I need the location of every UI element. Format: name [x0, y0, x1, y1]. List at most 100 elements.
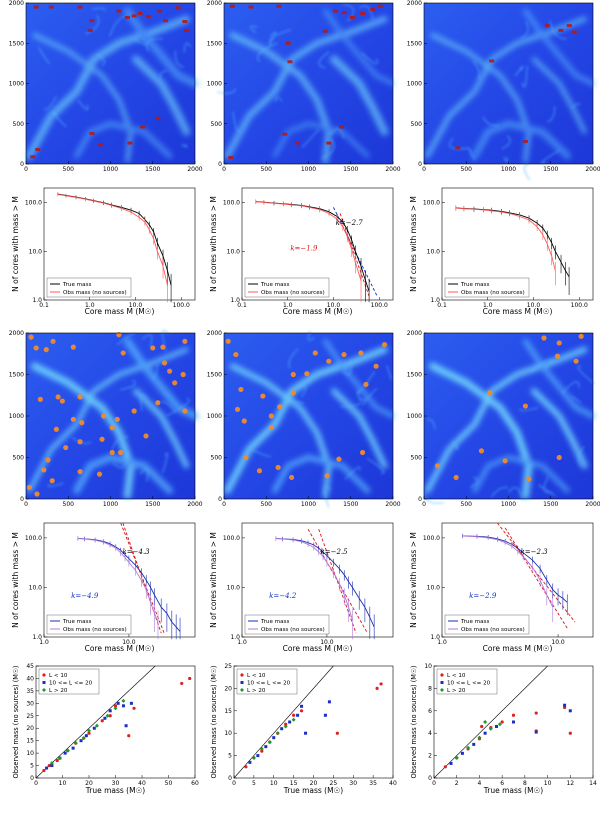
- map-wisp: [424, 491, 445, 504]
- core-marker: [79, 420, 85, 426]
- map-ytick-label: 1500: [9, 372, 24, 379]
- legend-box: [46, 277, 132, 298]
- core-marker: [45, 457, 51, 463]
- ccdf-xtick-label: 1.0: [483, 302, 493, 309]
- ccdf-ylabel: N of cores with mass > M: [409, 196, 418, 292]
- scatter-legend: L < 10 10 <= L <= 20L > 20: [436, 668, 498, 695]
- map-xtick-label: 1000: [103, 166, 118, 173]
- map-xtick-label: 0: [222, 501, 226, 508]
- core-marker: [77, 394, 83, 400]
- map-wisp: [52, 111, 67, 128]
- map-filament: [229, 363, 332, 499]
- map-ytick-label: 500: [411, 455, 423, 462]
- map-wisp: [91, 7, 106, 11]
- point-l-lt-10: [500, 720, 504, 724]
- map-xtick-label: 1500: [343, 166, 358, 173]
- core-marker: [118, 449, 124, 456]
- scatter-xlabel: True mass (M☉): [283, 786, 344, 795]
- map-wisp: [452, 441, 459, 450]
- map-wisp: [521, 65, 528, 88]
- panel-row3-col3: 0 500 1000 1500 2000 0 500 1000 1500 2000: [407, 330, 600, 508]
- scatter-ytick-label: 20: [224, 685, 232, 692]
- ccdf-ylabel: N of cores with mass > M: [11, 196, 20, 292]
- map-xtick-label: 1500: [543, 166, 558, 173]
- core-marker: [225, 338, 231, 344]
- core-marker: [143, 433, 149, 439]
- core-marker: [304, 371, 310, 377]
- point-l-10-20: [84, 734, 88, 738]
- map-ytick-label: 1000: [407, 81, 422, 88]
- core-marker: [290, 390, 296, 396]
- point-l-gt-20: [49, 761, 54, 766]
- map-ytick-label: 1500: [207, 40, 222, 47]
- point-l-lt-10: [534, 711, 538, 715]
- map-wisp: [139, 468, 149, 482]
- true-mass-line: [462, 535, 568, 603]
- ccdf-xtick-label: 10.0: [527, 302, 541, 309]
- map-xtick-label: 1500: [145, 166, 160, 173]
- point-l-10-20: [280, 727, 284, 731]
- legend-box: [244, 277, 330, 298]
- core-marker: [109, 425, 115, 431]
- scatter-xtick-label: 2: [455, 780, 459, 787]
- scatter-xtick-label: 25: [330, 780, 338, 787]
- map-filament: [430, 32, 532, 164]
- core-marker: [358, 350, 364, 356]
- core-marker: [131, 408, 137, 414]
- core-marker: [455, 146, 461, 150]
- ccdf-ytick-label: 1.0: [230, 634, 240, 641]
- ccdf-xtick-label: 0.1: [39, 302, 49, 309]
- point-l-lt-10: [379, 682, 383, 686]
- point-l-10-20: [494, 724, 498, 728]
- map-filament: [132, 55, 191, 136]
- ccdf-xtick-label: 0.1: [437, 302, 447, 309]
- core-marker: [99, 436, 105, 442]
- map-xtick-label: 500: [63, 166, 75, 173]
- map-wisp: [356, 371, 376, 395]
- map-filament: [27, 347, 189, 493]
- map-wisp: [482, 116, 500, 127]
- core-marker: [502, 458, 508, 464]
- map-ytick-label: 500: [13, 455, 25, 462]
- fit-line: [318, 529, 357, 634]
- map-wisp: [134, 37, 148, 46]
- point-l-lt-10: [180, 681, 184, 686]
- core-marker: [55, 394, 61, 400]
- core-marker: [180, 371, 186, 378]
- point-l-lt-10: [375, 686, 379, 691]
- map-xtick-label: 500: [63, 501, 75, 508]
- map-ytick-label: 500: [211, 121, 223, 128]
- core-marker: [43, 347, 49, 353]
- core-marker: [268, 413, 274, 419]
- map-wisp: [71, 437, 92, 445]
- point-l-lt-10: [480, 724, 484, 729]
- core-marker: [453, 474, 459, 481]
- scatter-ytick-label: 40: [26, 675, 34, 682]
- map-wisp: [520, 21, 529, 39]
- point-l-lt-10: [127, 734, 131, 738]
- core-marker: [522, 139, 528, 143]
- map-xtick-label: 1500: [145, 501, 160, 508]
- point-l-10-20: [129, 701, 133, 705]
- scatter-ytick-label: 5: [228, 753, 232, 760]
- core-marker: [341, 351, 347, 358]
- point-l-gt-20: [466, 745, 471, 750]
- map-wisp: [151, 363, 158, 380]
- point-l-lt-10: [188, 676, 192, 681]
- core-marker: [41, 467, 47, 473]
- legend-label: True mass: [460, 619, 489, 625]
- identity-line: [35, 665, 156, 779]
- core-marker: [573, 358, 579, 364]
- core-marker: [175, 6, 181, 10]
- map-wisp: [249, 25, 258, 34]
- ccdf-ytick-label: 10.0: [427, 248, 441, 255]
- map-ytick-label: 2000: [207, 330, 222, 337]
- map-wisp: [47, 482, 64, 487]
- map-filaments: [25, 7, 199, 163]
- map-xtick-label: 0: [24, 166, 28, 173]
- map-filament: [530, 388, 588, 469]
- map-wisp: [38, 46, 51, 64]
- core-marker: [241, 418, 247, 424]
- true-mass-line: [275, 537, 375, 628]
- panel-row4-col3: 1.0 10.0 1.0 10.0 100.0 Core mass M (M☉) N of …: [409, 522, 594, 653]
